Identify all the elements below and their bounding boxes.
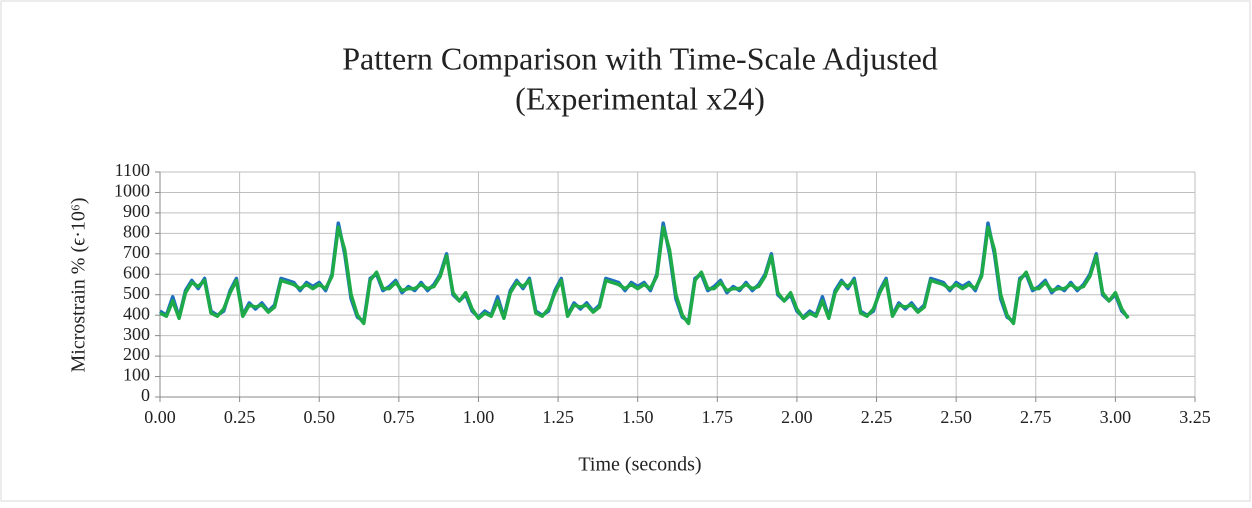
x-tick-label: 3.00 [1100,407,1132,427]
x-tick-label: 0.50 [303,407,335,427]
y-tick-label: 600 [123,262,150,282]
y-tick-label: 700 [123,242,150,262]
x-tick-label: 0.00 [144,407,176,427]
y-tick-label: 400 [123,303,150,323]
y-tick-label: 100 [123,365,150,385]
x-tick-label: 1.25 [542,407,574,427]
chart-title: Pattern Comparison with Time-Scale Adjus… [342,40,938,76]
y-tick-label: 200 [123,344,150,364]
y-tick-label: 1100 [115,160,150,180]
chart-subtitle: (Experimental x24) [515,80,765,116]
x-tick-label: 2.75 [1020,407,1052,427]
x-tick-label: 1.75 [702,407,734,427]
y-axis-title: Microstrain % (ϵ·10⁶) [68,197,90,372]
x-tick-label: 2.50 [940,407,972,427]
y-tick-label: 900 [123,201,150,221]
y-tick-label: 0 [141,385,150,405]
x-tick-label: 1.50 [622,407,654,427]
y-tick-label: 500 [123,283,150,303]
x-axis-title: Time (seconds) [578,454,701,476]
x-tick-label: 3.25 [1179,407,1211,427]
x-tick-label: 2.00 [781,407,813,427]
x-tick-label: 1.00 [463,407,495,427]
y-tick-label: 300 [123,324,150,344]
y-tick-label: 1000 [114,181,150,201]
x-tick-label: 0.25 [224,407,256,427]
y-tick-label: 800 [123,221,150,241]
series-line [159,225,1130,326]
x-tick-label: 2.25 [861,407,893,427]
x-tick-label: 0.75 [383,407,415,427]
